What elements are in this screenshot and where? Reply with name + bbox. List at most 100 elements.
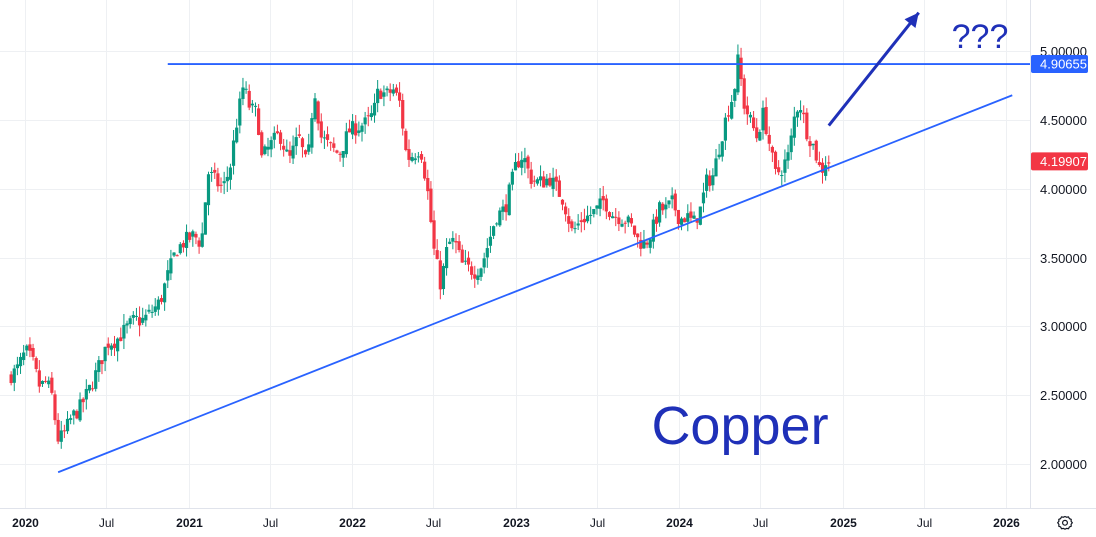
candle-body [448, 241, 452, 244]
chart-settings-icon[interactable] [1056, 514, 1074, 532]
candle-body [181, 242, 186, 248]
candle-body [153, 306, 157, 312]
candle-body [329, 142, 333, 144]
candle-body [517, 161, 521, 168]
candle-body [369, 113, 373, 118]
arrow-head [904, 12, 919, 28]
candle-body [379, 90, 383, 99]
candle-body [444, 247, 449, 269]
candle-body [131, 314, 135, 318]
candle-body [272, 132, 276, 140]
candle-body [717, 154, 721, 158]
candle-body [106, 343, 110, 348]
candle-body [498, 210, 502, 226]
candle-body [37, 370, 41, 387]
candle-body [184, 231, 189, 248]
candle-body [43, 380, 48, 382]
candle-body [805, 112, 809, 140]
candle-body [210, 171, 214, 173]
candle-body [426, 178, 430, 192]
candle-body [708, 175, 712, 186]
candle-body [679, 218, 684, 225]
candle-body [457, 241, 461, 251]
candle-body [134, 315, 139, 317]
candle-body [372, 102, 377, 116]
candle-body [585, 215, 590, 222]
candle-body [12, 368, 16, 383]
candle-body [604, 198, 608, 212]
candle-body [501, 206, 505, 212]
candle-body [354, 123, 358, 136]
candle-body [811, 143, 815, 146]
candle-body [90, 388, 95, 390]
question-annotation: ??? [952, 18, 1009, 56]
candle-body [341, 151, 345, 158]
candle-body [576, 223, 580, 226]
candle-body [485, 248, 489, 258]
candle-body [357, 130, 361, 133]
x-tick-label: Jul [263, 516, 278, 530]
candle-body [291, 145, 295, 159]
candle-body [147, 309, 151, 312]
candle-body [203, 202, 207, 235]
candle-body [545, 178, 549, 186]
candle-body [288, 150, 292, 156]
candle-body [751, 117, 756, 129]
candle-body [65, 418, 70, 432]
candle-body [128, 318, 132, 325]
candle-body [491, 226, 496, 236]
candle-body [188, 232, 192, 240]
candle-body [773, 151, 778, 169]
candle-body [582, 218, 587, 223]
candle-body [94, 370, 98, 389]
candle-body [40, 380, 45, 384]
candle-body [178, 244, 182, 254]
candle-body [394, 87, 399, 93]
candle-body [460, 249, 464, 263]
candle-body [144, 314, 148, 321]
candle-body [645, 242, 649, 245]
candle-body [332, 143, 336, 148]
candle-body [698, 206, 702, 225]
x-tick-label: Jul [590, 516, 605, 530]
candle-body [548, 177, 552, 186]
candle-body [385, 88, 389, 91]
copper-annotation: Copper [651, 396, 828, 456]
candle-body [325, 134, 330, 140]
candle-body [573, 228, 577, 230]
candle-body [667, 200, 671, 205]
candle-body [206, 174, 211, 206]
x-tick-label: 2022 [339, 516, 366, 530]
candle-body [507, 184, 511, 216]
candle-body [658, 202, 662, 223]
candle-body [435, 250, 439, 260]
candle-body [216, 173, 220, 187]
candle-body [626, 216, 630, 223]
candle-body [736, 54, 740, 93]
price-label-text: 4.90655 [1040, 57, 1087, 72]
y-tick-label: 3.00000 [1040, 319, 1087, 334]
candle-body [554, 176, 558, 182]
candle-body [28, 344, 32, 351]
x-tick-label: 2020 [12, 516, 39, 530]
candle-body [780, 175, 784, 177]
y-tick-label: 2.50000 [1040, 388, 1087, 403]
candle-body [479, 268, 483, 277]
arrow-shaft [827, 11, 920, 127]
candle-body [607, 212, 612, 217]
candle-body [513, 161, 518, 171]
candle-body [686, 213, 690, 222]
x-tick-label: 2024 [666, 516, 693, 530]
candle-body [824, 165, 828, 176]
candle-body [9, 374, 13, 384]
candle-body [592, 209, 596, 215]
candle-body [560, 199, 565, 205]
candle-body [247, 90, 251, 108]
candle-body [297, 134, 301, 136]
candle-body [733, 89, 737, 101]
candle-body [172, 252, 176, 256]
candle-body [100, 360, 104, 365]
candle-body [141, 317, 145, 323]
candle-body [257, 108, 261, 135]
